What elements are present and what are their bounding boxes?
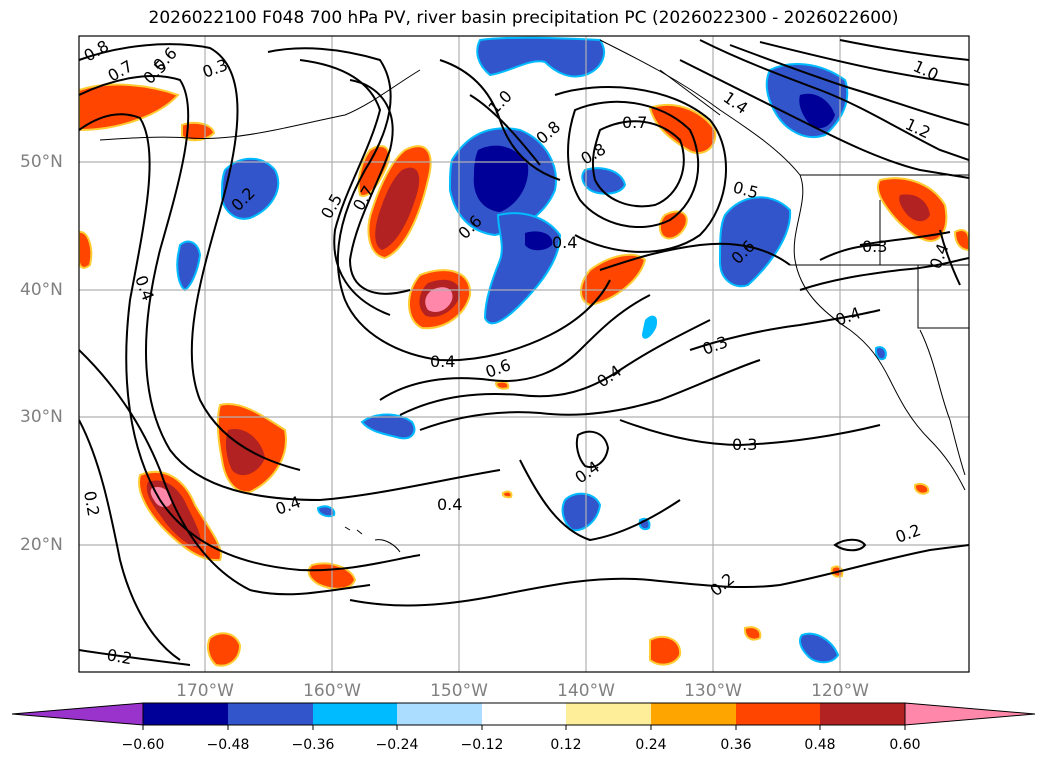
positive-anomaly-area — [79, 230, 93, 269]
contour-label: 0.4 — [437, 495, 462, 514]
positive-anomaly-area — [913, 482, 930, 495]
lon-label-120w: 120°W — [811, 681, 869, 701]
peak-positive-area — [425, 287, 453, 312]
colorbar-frame — [142, 702, 906, 726]
contour-label: 0.7 — [622, 113, 647, 132]
negative-anomaly-area — [561, 492, 602, 532]
positive-anomaly-area — [649, 635, 682, 666]
colorbar-tick-label: 0.36 — [720, 737, 752, 753]
lat-label-20n: 20°N — [20, 535, 63, 555]
negative-anomaly-area — [718, 196, 792, 288]
map-title: 2026022100 F048 700 hPa PV, river basin … — [148, 8, 899, 28]
colorbar-min-extension — [11, 702, 144, 726]
colorbar-tick-label: −0.60 — [121, 737, 165, 753]
strong-positive-area — [899, 194, 930, 222]
negative-anomaly-area — [360, 413, 416, 440]
contour-label: 0.2 — [80, 489, 103, 517]
colorbar-segment — [820, 703, 905, 725]
positive-anomaly-area — [953, 229, 969, 252]
colorbar-segment — [313, 703, 397, 725]
lon-label-160w: 160°W — [303, 681, 361, 701]
colorbar-segment — [566, 703, 651, 725]
strong-negative-area — [799, 93, 835, 129]
colorbar-tick-label: −0.48 — [206, 737, 250, 753]
negative-anomaly-area — [874, 346, 887, 361]
contour-label: 0.4 — [430, 352, 455, 371]
contour-label: 0.3 — [732, 435, 757, 454]
precip-shading — [79, 36, 969, 667]
colorbar-segment — [397, 703, 482, 725]
colorbar-max-extension — [904, 702, 1036, 726]
positive-anomaly-area — [79, 83, 180, 132]
colorbar-tick-label: 0.12 — [550, 737, 582, 753]
lon-label-130w: 130°W — [684, 681, 742, 701]
map-gridlines — [79, 36, 969, 672]
negative-anomaly-area — [176, 240, 202, 292]
lat-label-40n: 40°N — [20, 280, 63, 300]
negative-anomaly-area — [316, 505, 336, 518]
lon-label-150w: 150°W — [430, 681, 488, 701]
lon-label-140w: 140°W — [557, 681, 615, 701]
lat-label-50n: 50°N — [20, 152, 63, 172]
contour-label: 0.3 — [862, 237, 887, 256]
map-frame — [78, 35, 970, 673]
colorbar-tick-label: 0.24 — [635, 737, 667, 753]
colorbar-segment — [736, 703, 820, 725]
colorbar-tick-label: −0.24 — [375, 737, 419, 753]
contour-label: 0.2 — [105, 645, 133, 668]
colorbar-tick-label: −0.36 — [291, 737, 335, 753]
contour-label: 0.4 — [552, 233, 577, 252]
colorbar-segment — [143, 703, 228, 725]
negative-anomaly-area — [476, 36, 605, 78]
negative-anomaly-area — [799, 632, 840, 664]
strong-negative-area — [525, 231, 553, 251]
positive-anomaly-area — [743, 626, 762, 641]
positive-anomaly-area — [580, 253, 647, 307]
lon-label-170w: 170°W — [176, 681, 234, 701]
strong-positive-area — [375, 167, 420, 250]
negative-anomaly-area — [642, 315, 658, 339]
colorbar-tick-label: −0.12 — [460, 737, 504, 753]
positive-anomaly-area — [207, 632, 242, 667]
positive-anomaly-area — [501, 490, 513, 499]
colorbar-tick-label: 0.48 — [804, 737, 836, 753]
coastlines — [99, 39, 969, 553]
colorbar — [11, 702, 1036, 730]
positive-anomaly-area — [494, 380, 510, 390]
pv-contours — [79, 39, 969, 666]
colorbar-segment — [228, 703, 313, 725]
colorbar-segment — [651, 703, 736, 725]
positive-anomaly-area — [648, 104, 717, 155]
colorbar-tick-label: 0.60 — [889, 737, 921, 753]
lat-label-30n: 30°N — [20, 407, 63, 427]
colorbar-segment — [482, 703, 566, 725]
negative-anomaly-area — [220, 157, 280, 220]
